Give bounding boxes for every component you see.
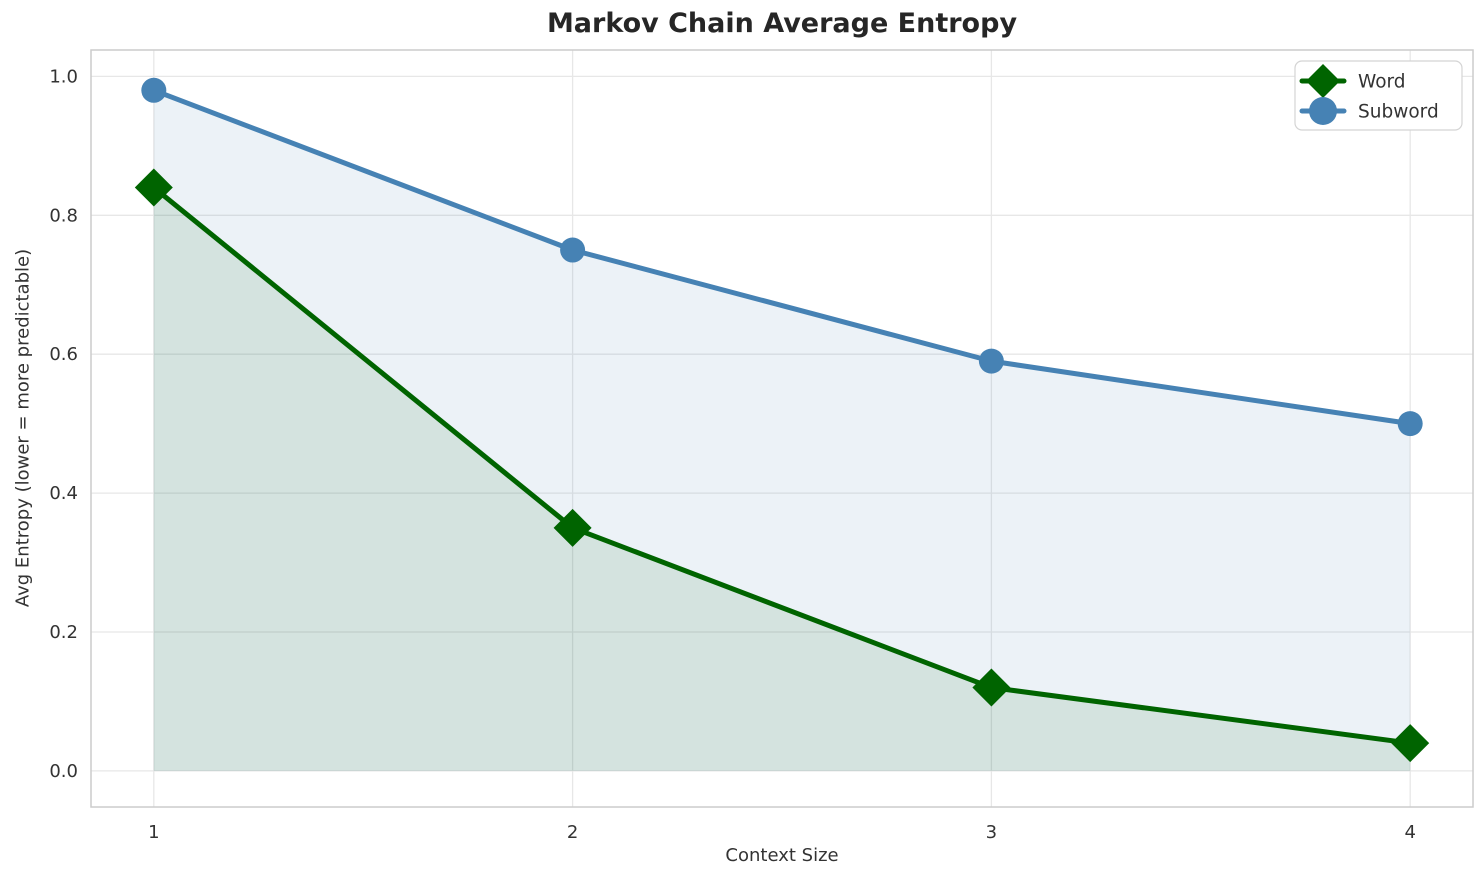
x-tick-label: 2 <box>567 822 578 843</box>
y-axis-label: Avg Entropy (lower = more predictable) <box>12 248 34 608</box>
subword-marker <box>1397 411 1423 437</box>
x-tick-label: 3 <box>986 822 997 843</box>
subword-area-fill <box>153 90 1411 771</box>
word-marker <box>1391 724 1430 763</box>
legend-label: Subword <box>1358 102 1439 123</box>
y-tick-label: 0.0 <box>49 761 78 782</box>
plot-border <box>90 49 1474 808</box>
x-tick-label: 4 <box>1404 822 1415 843</box>
x-tick-label: 1 <box>148 822 159 843</box>
word-series-line <box>151 185 1413 746</box>
chart-title: Markov Chain Average Entropy <box>546 8 1018 39</box>
subword-marker <box>141 77 167 103</box>
legend-subword-marker <box>1309 97 1337 125</box>
legend-word-marker <box>1306 64 1340 98</box>
y-tick-label: 0.2 <box>49 622 78 643</box>
word-marker <box>553 508 592 547</box>
x-axis-label: Context Size <box>725 845 839 866</box>
legend-label: Word <box>1358 72 1406 93</box>
y-tick-label: 0.4 <box>49 483 78 504</box>
subword-marker <box>560 237 586 263</box>
y-tick-label: 0.6 <box>49 344 78 365</box>
word-marker <box>134 168 173 207</box>
word-area-fill <box>153 187 1411 771</box>
subword-marker <box>978 348 1004 374</box>
subword-series-line <box>151 87 1413 427</box>
word-marker <box>972 668 1011 707</box>
y-tick-label: 1.0 <box>49 66 78 87</box>
y-tick-label: 0.8 <box>49 205 78 226</box>
